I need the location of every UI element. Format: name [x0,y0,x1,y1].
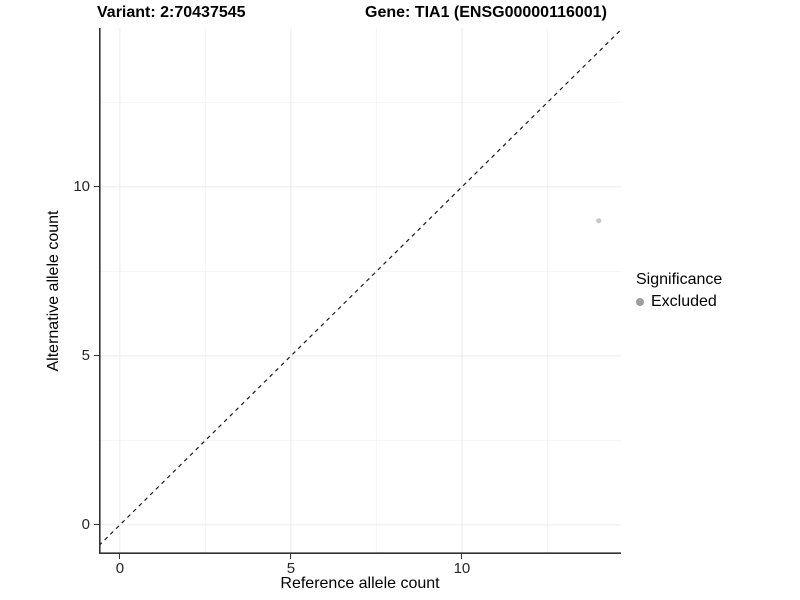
y-tick-mark [94,524,99,526]
scatter-canvas [99,28,621,554]
plot-title-variant: Variant: 2:70437545 [97,4,246,21]
legend-point-icon [636,298,644,306]
x-tick-label: 5 [286,560,296,577]
legend-entry-excluded: Excluded [636,293,722,311]
x-tick-label: 10 [453,560,471,577]
plot-title-gene: Gene: TIA1 (ENSG00000116001) [365,4,607,21]
y-tick-mark [94,355,99,357]
plot-panel [99,28,621,554]
y-tick-label: 10 [73,177,90,195]
x-tick-label: 0 [115,560,125,577]
y-tick-label: 5 [81,346,90,364]
legend-title: Significance [636,271,723,288]
x-tick-mark [461,554,463,559]
x-tick-mark [290,554,292,559]
x-axis-title: Reference allele count [280,575,440,592]
y-tick-mark [94,186,99,188]
identity-dashed-line [99,29,621,546]
x-tick-mark [119,554,121,559]
data-point [596,218,602,224]
legend-entry-label: Excluded [651,293,717,310]
y-tick-label: 0 [81,515,90,533]
legend: Significance Excluded [636,271,722,311]
